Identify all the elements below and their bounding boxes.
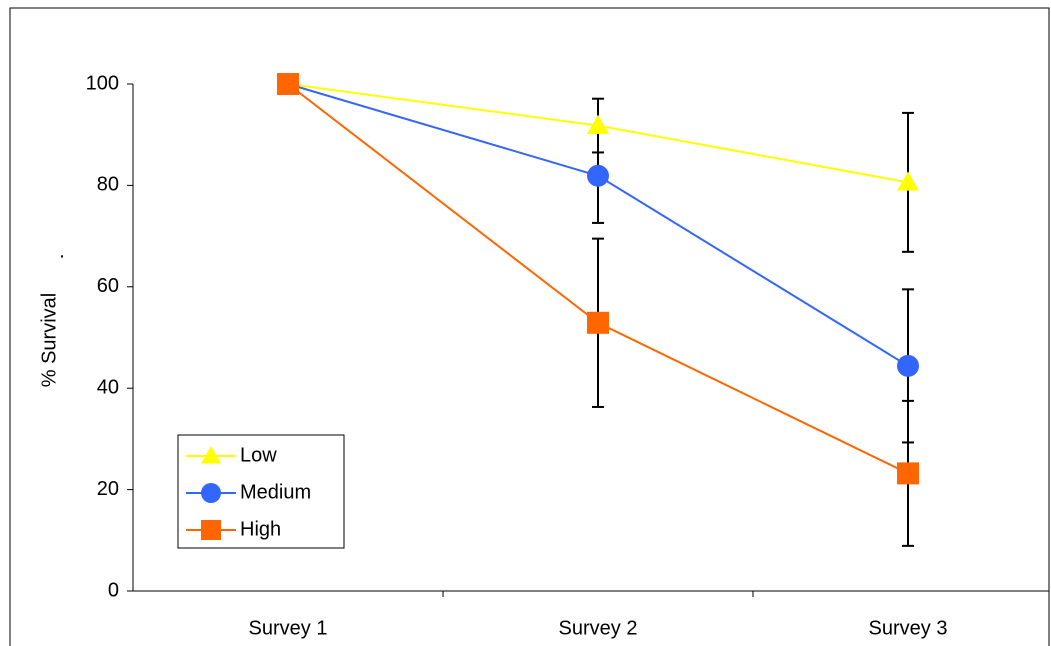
y-tick-label: 40 <box>97 376 119 398</box>
y-tick-label: 80 <box>97 174 119 196</box>
legend-label: High <box>240 518 281 540</box>
legend-label: Low <box>240 444 277 466</box>
marker <box>201 446 221 464</box>
x-tick-label: Survey 2 <box>559 617 638 639</box>
y-axis-label: % Survival <box>38 293 60 387</box>
marker <box>897 171 919 191</box>
marker <box>587 311 609 334</box>
x-tick-label: Survey 3 <box>869 617 948 639</box>
marker <box>277 73 299 95</box>
annotation: . <box>59 240 65 262</box>
marker <box>897 462 919 485</box>
marker <box>201 483 221 503</box>
y-tick-label: 100 <box>86 72 119 94</box>
legend-label: Medium <box>240 481 311 503</box>
y-tick-label: 0 <box>108 579 119 601</box>
x-tick-label: Survey 1 <box>249 617 328 639</box>
marker <box>587 164 609 187</box>
y-tick-label: 60 <box>97 275 119 297</box>
marker <box>201 520 221 540</box>
y-tick-label: 20 <box>97 478 119 500</box>
marker <box>587 114 609 134</box>
marker <box>897 354 919 377</box>
chart-frame <box>9 7 1050 646</box>
